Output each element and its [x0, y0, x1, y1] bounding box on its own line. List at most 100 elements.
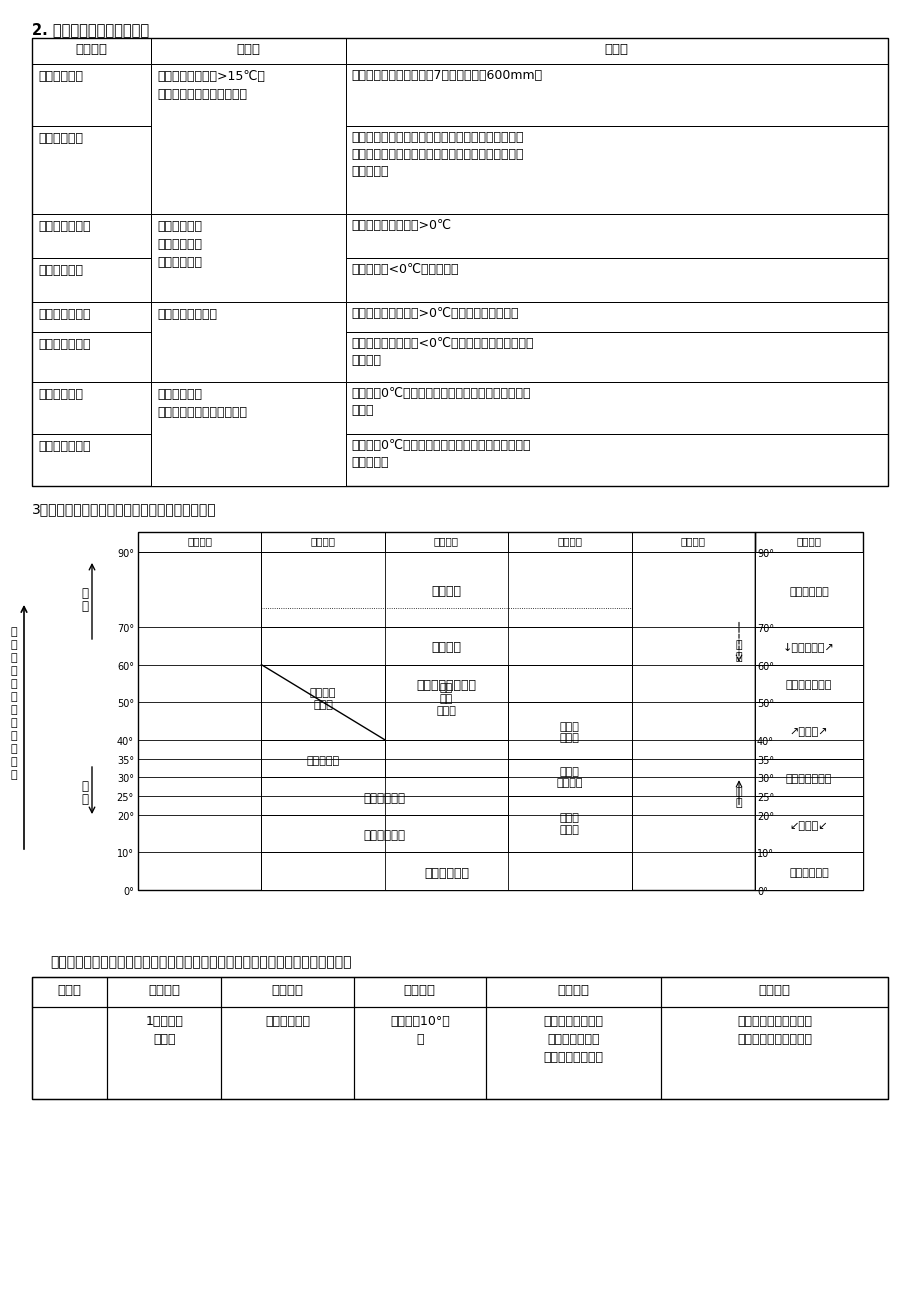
Text: 苔原气候: 苔原气候 — [431, 642, 461, 655]
Text: 大气环流: 大气环流 — [796, 536, 821, 546]
Text: 热带雨林气候: 热带雨林气候 — [424, 867, 469, 880]
Text: 大洋东侧: 大洋东侧 — [187, 536, 212, 546]
Text: 气候类型: 气候类型 — [148, 984, 180, 997]
Text: ↓极地东风带↗: ↓极地东风带↗ — [782, 643, 834, 652]
Text: 非洲刚果河流域、
亚洲印度尼西亚
等地、南美亚马孙: 非洲刚果河流域、 亚洲印度尼西亚 等地、南美亚马孙 — [543, 1016, 603, 1064]
Bar — [754, 533, 862, 552]
Bar — [32, 258, 152, 302]
Text: ↙信风带↙: ↙信风带↙ — [789, 822, 827, 831]
Text: 35°: 35° — [117, 755, 134, 766]
Text: 相对降水量较少（若能从气温上判断该地是南半球，
则必是热带草原气候无疑，因为热带季风气候只分布
在北半球）: 相对降水量较少（若能从气温上判断该地是南半球， 则必是热带草原气候无疑，因为热带… — [351, 132, 524, 178]
Bar — [221, 1006, 353, 1099]
Bar — [32, 38, 887, 486]
Text: 温带大陆性气候: 温带大陆性气候 — [38, 339, 90, 352]
Bar — [485, 976, 661, 1006]
Text: 气温带: 气温带 — [58, 984, 82, 997]
Text: 温带季
风气候: 温带季 风气候 — [560, 721, 579, 743]
Text: 雨季降水量更集中更多（7月份降水突破600mm）: 雨季降水量更集中更多（7月份降水突破600mm） — [351, 69, 542, 82]
Text: 流: 流 — [735, 798, 742, 809]
Text: 冰原气候: 冰原气候 — [431, 585, 461, 598]
Bar — [32, 976, 108, 1006]
Bar — [32, 64, 152, 126]
Text: 40°: 40° — [117, 737, 134, 747]
Bar — [261, 533, 384, 552]
Bar — [152, 381, 346, 486]
Text: 均温低于0℃的月份少，有明显的雨季，年降水量相
对较多: 均温低于0℃的月份少，有明显的雨季，年降水量相 对较多 — [351, 387, 530, 417]
Bar — [346, 302, 887, 332]
Text: 均温低于0℃的月份多，一般无明显的雨季，年降水
量相对较少: 均温低于0℃的月份多，一般无明显的雨季，年降水 量相对较少 — [351, 439, 530, 469]
Text: 温带海洋性气候: 温带海洋性气候 — [38, 309, 90, 322]
Bar — [32, 126, 152, 214]
Bar — [346, 381, 887, 434]
Text: 40°: 40° — [756, 737, 773, 747]
Bar — [108, 1006, 221, 1099]
Text: 热带草原气候: 热带草原气候 — [38, 132, 83, 145]
Bar — [261, 740, 384, 777]
Text: 25°: 25° — [117, 793, 134, 803]
Bar — [661, 976, 887, 1006]
Bar — [507, 759, 631, 796]
Bar — [152, 214, 346, 302]
Bar — [32, 976, 887, 1099]
Text: 亚热带季风气候: 亚热带季风气候 — [38, 220, 90, 233]
Bar — [221, 976, 353, 1006]
Text: 热带草原气候: 热带草原气候 — [363, 829, 405, 842]
Bar — [108, 976, 221, 1006]
Bar — [353, 976, 485, 1006]
Text: 辐: 辐 — [11, 654, 17, 663]
Bar — [32, 381, 152, 434]
Bar — [261, 628, 631, 664]
Bar — [152, 302, 346, 381]
Bar — [32, 332, 152, 381]
Bar — [152, 64, 346, 214]
Text: 最冷月均温（关键）>0℃，各月降水分配均匀: 最冷月均温（关键）>0℃，各月降水分配均匀 — [351, 307, 518, 320]
Text: 10°: 10° — [756, 849, 773, 859]
Bar — [353, 1006, 485, 1099]
Bar — [152, 38, 346, 64]
Text: 热带季风气候: 热带季风气候 — [38, 70, 83, 83]
Text: 低: 低 — [11, 691, 17, 702]
Bar — [754, 552, 862, 628]
Text: 20°: 20° — [756, 812, 773, 822]
Text: 温带海洋
性气候: 温带海洋 性气候 — [310, 689, 336, 710]
Text: 热带季
风气候: 热带季 风气候 — [560, 814, 579, 835]
Bar — [261, 777, 507, 815]
Bar — [384, 533, 507, 552]
Text: 流: 流 — [735, 651, 742, 661]
Text: 气候特征: 气候特征 — [271, 984, 303, 997]
Text: 温带大陆性气候: 温带大陆性气候 — [38, 440, 90, 453]
Text: 温带季风气候: 温带季风气候 — [38, 264, 83, 277]
Bar — [32, 434, 152, 486]
Text: 最冷月均温（关键）>0℃: 最冷月均温（关键）>0℃ — [351, 219, 451, 232]
Bar — [661, 1006, 887, 1099]
Text: 气温冬冷夏热
降水状况都是夏季相对较多: 气温冬冷夏热 降水状况都是夏季相对较多 — [157, 388, 247, 419]
Text: 温带
大陆
性气候: 温带 大陆 性气候 — [437, 682, 456, 716]
Text: 气候类型: 气候类型 — [75, 43, 108, 56]
Bar — [754, 853, 862, 891]
Text: 30°: 30° — [756, 775, 773, 784]
Bar — [754, 702, 862, 759]
Bar — [754, 664, 862, 702]
Bar — [754, 796, 862, 853]
Text: 分布地区: 分布地区 — [557, 984, 589, 997]
Text: 热带沙漠气候: 热带沙漠气候 — [363, 792, 405, 805]
Bar — [261, 552, 631, 628]
Bar — [261, 815, 507, 853]
Text: 阳: 阳 — [11, 641, 17, 650]
Text: 极地高气压带: 极地高气压带 — [789, 587, 828, 596]
Text: 南、北纬10°之
间: 南、北纬10°之 间 — [390, 1016, 449, 1046]
Bar — [346, 64, 887, 126]
Text: 70°: 70° — [756, 624, 773, 634]
Text: 形成原因: 形成原因 — [757, 984, 789, 997]
Text: 60°: 60° — [117, 661, 134, 672]
Bar — [32, 214, 152, 258]
Text: 10°: 10° — [117, 849, 134, 859]
Text: 最冷月均温<0℃，雨季较短: 最冷月均温<0℃，雨季较短 — [351, 263, 459, 276]
Text: 2. 几种易混气候类型的比较: 2. 几种易混气候类型的比较 — [32, 22, 149, 36]
Text: 35°: 35° — [756, 755, 773, 766]
Text: 两: 两 — [11, 730, 17, 741]
Text: 流: 流 — [82, 600, 88, 613]
Text: 全年受赤道低气压带控
制下，盛行上升气流。: 全年受赤道低气压带控 制下，盛行上升气流。 — [736, 1016, 811, 1046]
Text: 不同点: 不同点 — [604, 43, 628, 56]
Text: 副热带高气压带: 副热带高气压带 — [785, 775, 832, 784]
